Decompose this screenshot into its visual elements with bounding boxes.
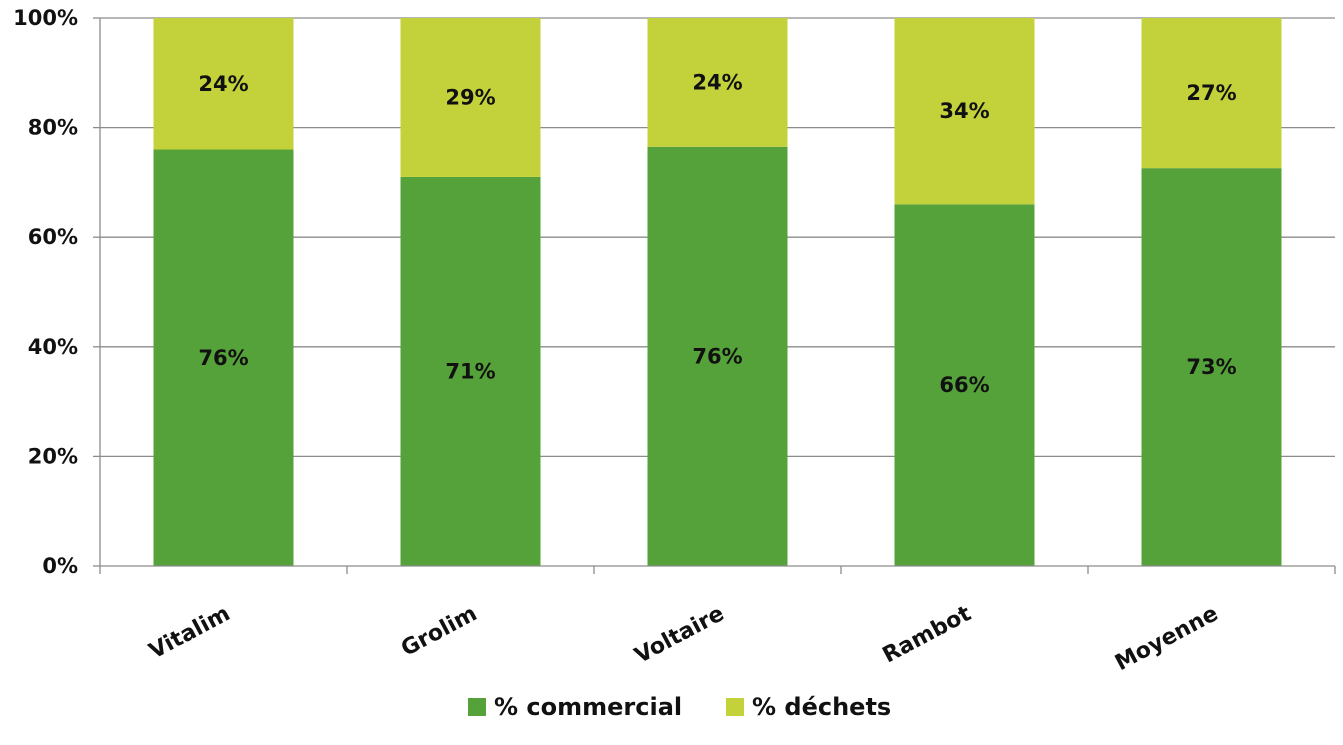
y-tick-label: 60% — [28, 225, 78, 249]
data-label: 24% — [692, 70, 742, 94]
x-category-label: Grolim — [397, 601, 481, 662]
bars — [153, 18, 1282, 567]
y-axis-tick-labels: 0% 20% 40% 60% 80% 100% — [13, 6, 78, 578]
x-category-label: Moyenne — [1111, 601, 1222, 676]
data-label: 73% — [1186, 355, 1236, 379]
y-tick-label: 0% — [42, 554, 78, 578]
data-label: 71% — [445, 359, 495, 383]
data-label: 24% — [198, 72, 248, 96]
x-category-label: Rambot — [879, 601, 976, 668]
x-category-label: Vitalim — [145, 601, 234, 664]
y-tick-label: 20% — [28, 444, 78, 468]
bar-vitalim-series-0 — [153, 149, 294, 566]
bar-grolim-series-0 — [400, 176, 541, 567]
axes — [93, 17, 1336, 574]
bar-rambot-series-0 — [894, 204, 1035, 566]
data-label: 76% — [198, 346, 248, 370]
bar-rambot-series-1 — [894, 18, 1035, 205]
bar-grolim-series-1 — [400, 18, 541, 177]
data-label: 29% — [445, 85, 495, 109]
legend-swatch-0 — [468, 698, 486, 716]
bar-voltaire-series-1 — [647, 18, 788, 147]
bar-voltaire-series-0 — [647, 146, 788, 566]
legend-swatch-1 — [726, 698, 744, 716]
data-label: 27% — [1186, 81, 1236, 105]
y-tick-label: 100% — [13, 6, 78, 30]
legend: % commercial % déchets — [468, 693, 891, 721]
data-label: 66% — [939, 373, 989, 397]
legend-label-0: % commercial — [494, 693, 682, 721]
data-label: 34% — [939, 99, 989, 123]
y-tick-label: 40% — [28, 335, 78, 359]
legend-label-1: % déchets — [752, 693, 891, 721]
x-axis-category-labels: Vitalim Grolim Voltaire Rambot Moyenne — [145, 601, 1222, 676]
x-category-label: Voltaire — [631, 601, 729, 669]
bar-vitalim-series-1 — [153, 18, 294, 150]
bar-moyenne-series-0 — [1141, 168, 1282, 567]
y-tick-label: 80% — [28, 116, 78, 140]
data-label: 76% — [692, 344, 742, 368]
bar-moyenne-series-1 — [1141, 18, 1282, 169]
data-labels: 76% 24% 71% 29% 76% 24% 66% 34% 73% 27% — [198, 70, 1236, 397]
